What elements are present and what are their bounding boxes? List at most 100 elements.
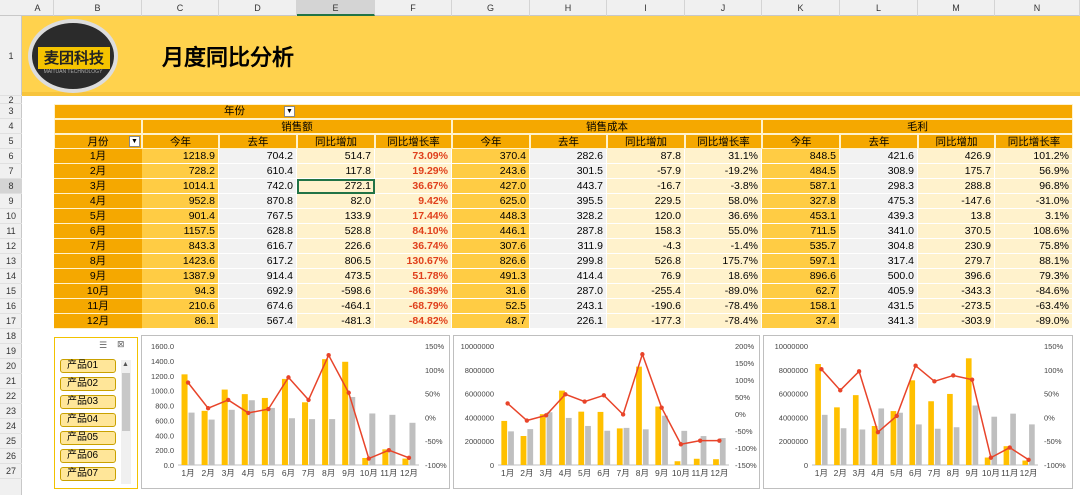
column-header-I[interactable]: I xyxy=(607,0,685,16)
table-cell[interactable]: 514.7 xyxy=(297,149,375,164)
subheader-2-3[interactable]: 同比增加 xyxy=(607,134,685,149)
table-cell[interactable]: 1157.5 xyxy=(142,224,219,239)
table-cell[interactable]: 175.7 xyxy=(918,164,995,179)
table-cell[interactable]: 475.3 xyxy=(840,194,918,209)
table-cell[interactable]: 616.7 xyxy=(219,239,297,254)
row-header-9[interactable]: 9 xyxy=(0,194,22,209)
subheader-1-3[interactable]: 同比增加 xyxy=(297,134,375,149)
table-cell[interactable]: 31.1% xyxy=(685,149,762,164)
table-cell[interactable]: 84.10% xyxy=(375,224,452,239)
row-header-21[interactable]: 21 xyxy=(0,374,22,389)
slicer-item[interactable]: 产品05 xyxy=(60,431,116,445)
table-cell[interactable]: 1218.9 xyxy=(142,149,219,164)
table-cell[interactable]: -464.1 xyxy=(297,299,375,314)
row-header-24[interactable]: 24 xyxy=(0,419,22,434)
table-cell[interactable]: 526.8 xyxy=(607,254,685,269)
table-cell[interactable]: 62.7 xyxy=(762,284,840,299)
profit-chart[interactable]: 0 2000000 4000000 6000000 8000000 10000000 -10… xyxy=(763,335,1073,489)
subheader-1-2[interactable]: 去年 xyxy=(219,134,297,149)
table-cell[interactable]: 76.9 xyxy=(607,269,685,284)
table-cell[interactable]: 625.0 xyxy=(452,194,530,209)
month-label[interactable]: 1月 xyxy=(54,149,142,164)
cost-chart[interactable]: 0 2000000 4000000 6000000 8000000 10000000 -15… xyxy=(453,335,760,489)
table-cell[interactable]: 806.5 xyxy=(297,254,375,269)
subheader-3-1[interactable]: 今年 xyxy=(762,134,840,149)
table-cell[interactable]: 826.6 xyxy=(452,254,530,269)
table-cell[interactable]: 298.3 xyxy=(840,179,918,194)
row-header-11[interactable]: 11 xyxy=(0,224,22,239)
group-header-1[interactable]: 销售额 xyxy=(142,119,452,134)
table-cell[interactable]: 742.0 xyxy=(219,179,297,194)
table-cell[interactable]: 341.0 xyxy=(840,224,918,239)
table-cell[interactable]: 56.9% xyxy=(995,164,1073,179)
table-cell[interactable]: -3.8% xyxy=(685,179,762,194)
table-cell[interactable]: 328.2 xyxy=(530,209,607,224)
table-cell[interactable]: 484.5 xyxy=(762,164,840,179)
table-cell[interactable]: 51.78% xyxy=(375,269,452,284)
table-cell[interactable]: 36.74% xyxy=(375,239,452,254)
table-cell[interactable]: 243.6 xyxy=(452,164,530,179)
table-cell[interactable]: 448.3 xyxy=(452,209,530,224)
table-cell[interactable]: 75.8% xyxy=(995,239,1073,254)
table-cell[interactable]: 9.42% xyxy=(375,194,452,209)
group-header-2[interactable]: 销售成本 xyxy=(452,119,762,134)
row-header-14[interactable]: 14 xyxy=(0,269,22,284)
table-cell[interactable]: -177.3 xyxy=(607,314,685,329)
table-cell[interactable]: 158.3 xyxy=(607,224,685,239)
table-cell[interactable]: 304.8 xyxy=(840,239,918,254)
subheader-3-3[interactable]: 同比增加 xyxy=(918,134,995,149)
row-header-6[interactable]: 6 xyxy=(0,149,22,164)
table-cell[interactable]: 307.6 xyxy=(452,239,530,254)
column-header-C[interactable]: C xyxy=(142,0,219,16)
table-cell[interactable]: 405.9 xyxy=(840,284,918,299)
table-cell[interactable]: 31.6 xyxy=(452,284,530,299)
table-cell[interactable]: 341.3 xyxy=(840,314,918,329)
month-label[interactable]: 8月 xyxy=(54,254,142,269)
table-cell[interactable]: 597.1 xyxy=(762,254,840,269)
table-cell[interactable]: 952.8 xyxy=(142,194,219,209)
table-cell[interactable]: 628.8 xyxy=(219,224,297,239)
row-header-26[interactable]: 26 xyxy=(0,449,22,464)
row-header-20[interactable]: 20 xyxy=(0,359,22,374)
table-cell[interactable]: 528.8 xyxy=(297,224,375,239)
table-cell[interactable]: 175.7% xyxy=(685,254,762,269)
sales-chart[interactable]: 0.0 200.0 400.0 600.0 800.0 1000.0 1200.0 1400.… xyxy=(141,335,450,489)
table-cell[interactable]: 327.8 xyxy=(762,194,840,209)
column-header-F[interactable]: F xyxy=(375,0,452,16)
row-header-4[interactable]: 4 xyxy=(0,119,22,134)
table-cell[interactable]: 704.2 xyxy=(219,149,297,164)
table-cell[interactable]: 446.1 xyxy=(452,224,530,239)
multi-select-icon[interactable]: ☰ xyxy=(99,340,108,350)
table-cell[interactable]: 692.9 xyxy=(219,284,297,299)
table-cell[interactable]: 79.3% xyxy=(995,269,1073,284)
table-cell[interactable]: 55.0% xyxy=(685,224,762,239)
table-cell[interactable]: -84.6% xyxy=(995,284,1073,299)
slicer-item[interactable]: 产品06 xyxy=(60,449,116,463)
month-label[interactable]: 9月 xyxy=(54,269,142,284)
row-header-7[interactable]: 7 xyxy=(0,164,22,179)
month-label[interactable]: 11月 xyxy=(54,299,142,314)
table-cell[interactable]: 870.8 xyxy=(219,194,297,209)
row-header-10[interactable]: 10 xyxy=(0,209,22,224)
table-cell[interactable]: 370.5 xyxy=(918,224,995,239)
table-cell[interactable]: 288.8 xyxy=(918,179,995,194)
table-cell[interactable]: 101.2% xyxy=(995,149,1073,164)
column-header-D[interactable]: D xyxy=(219,0,297,16)
table-cell[interactable]: 1014.1 xyxy=(142,179,219,194)
table-cell[interactable]: 674.6 xyxy=(219,299,297,314)
table-cell[interactable]: -89.0% xyxy=(995,314,1073,329)
row-header-8[interactable]: 8 xyxy=(0,179,22,194)
table-cell[interactable]: 610.4 xyxy=(219,164,297,179)
table-cell[interactable]: 311.9 xyxy=(530,239,607,254)
slicer-item[interactable]: 产品02 xyxy=(60,377,116,391)
table-cell[interactable]: 843.3 xyxy=(142,239,219,254)
scroll-up-icon[interactable]: ▲ xyxy=(122,361,129,368)
table-cell[interactable]: 18.6% xyxy=(685,269,762,284)
column-header-E[interactable]: E xyxy=(297,0,375,16)
slicer-scroll-thumb[interactable] xyxy=(122,373,130,431)
subheader-2-2[interactable]: 去年 xyxy=(530,134,607,149)
table-cell[interactable]: 96.8% xyxy=(995,179,1073,194)
table-cell[interactable]: -598.6 xyxy=(297,284,375,299)
table-cell[interactable]: 914.4 xyxy=(219,269,297,284)
month-label[interactable]: 6月 xyxy=(54,224,142,239)
